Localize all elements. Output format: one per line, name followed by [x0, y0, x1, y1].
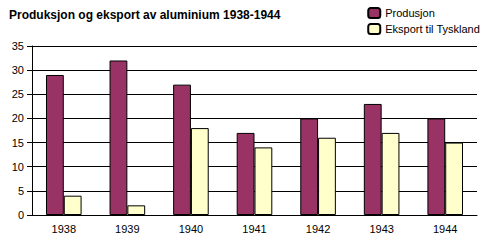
svg-text:1941: 1941 — [242, 223, 266, 235]
svg-text:0: 0 — [18, 209, 24, 221]
svg-text:1942: 1942 — [306, 223, 330, 235]
svg-text:5: 5 — [18, 185, 24, 197]
svg-text:1944: 1944 — [433, 223, 457, 235]
svg-text:1943: 1943 — [369, 223, 393, 235]
svg-text:Eksport til Tyskland: Eksport til Tyskland — [385, 23, 480, 35]
svg-text:30: 30 — [12, 64, 24, 76]
svg-text:15: 15 — [12, 137, 24, 149]
svg-text:35: 35 — [12, 40, 24, 52]
svg-text:1940: 1940 — [179, 223, 203, 235]
svg-text:1939: 1939 — [115, 223, 139, 235]
svg-text:10: 10 — [12, 161, 24, 173]
svg-text:20: 20 — [12, 112, 24, 124]
svg-text:25: 25 — [12, 88, 24, 100]
svg-text:1938: 1938 — [52, 223, 76, 235]
svg-text:Produsjon: Produsjon — [385, 7, 435, 19]
svg-text:Produksjon og eksport av alumi: Produksjon og eksport av aluminium 1938-… — [9, 8, 281, 22]
